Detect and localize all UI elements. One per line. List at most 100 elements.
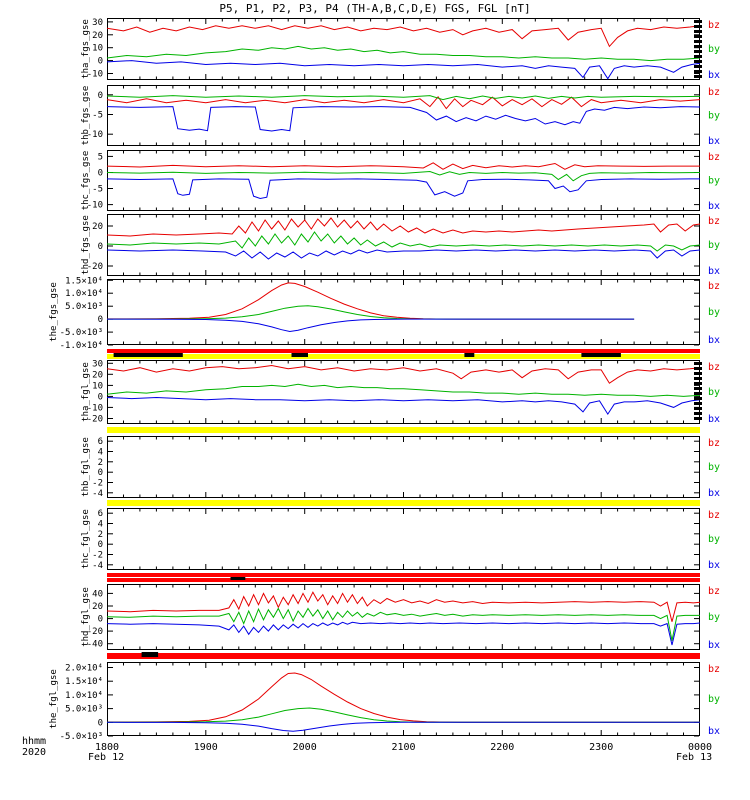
series-label-bx: bx — [708, 414, 720, 425]
ytick-label: -10 — [87, 130, 103, 140]
ytick-label: 0 — [98, 718, 103, 728]
right-edge-mark — [694, 417, 702, 420]
series-thc_fgs_gse-by — [106, 170, 701, 182]
series-label-bz: bz — [708, 87, 720, 98]
panel-thd_fgl_gse: 40 20 0 -20 -40 bz by bx thd_fgl_gse — [81, 584, 720, 651]
flag-mark — [581, 353, 621, 357]
ytick-label: 0 — [98, 468, 103, 478]
ytick-label: -20 — [87, 627, 103, 637]
panel-the_fgs_gse: 1.5×10⁴ 1.0×10⁴ 5.0×10³ 0 -5.0×10³ -1.0×10⁴ bz… — [49, 276, 720, 351]
right-edge-mark — [694, 392, 702, 395]
panel-frame — [107, 508, 700, 570]
panel-frame — [107, 279, 700, 345]
panel-thb_fgs_gse: 0 -5 -10 bz by bx thb_fgs_gse — [81, 85, 720, 147]
right-edge-mark — [694, 387, 702, 390]
ytick-label: 30 — [92, 359, 103, 369]
series-thd_fgs_gse-bx — [106, 249, 701, 260]
ytick-label: 0 — [98, 57, 103, 67]
ytick-label: -10 — [87, 201, 103, 211]
ytick-label: -40 — [87, 640, 103, 650]
panel-the_fgl_gse: 2.0×10⁴ 1.5×10⁴ 1.0×10⁴ 5.0×10³ 0 -5.0×10³ bz b… — [49, 662, 720, 742]
right-edge-mark — [694, 372, 702, 375]
panel-ylabel: thb_fgl_gse — [81, 437, 91, 497]
right-edge-mark — [694, 40, 702, 43]
flag-bar-red — [107, 578, 700, 582]
flag-mark — [291, 353, 308, 357]
ytick-label: -5.0×10³ — [60, 732, 103, 742]
right-edge-mark — [694, 407, 702, 410]
panel-ylabel: tha_fgs_gse — [81, 19, 91, 79]
series-label-by: by — [708, 534, 720, 545]
panel-ylabel: thc_fgl_gse — [81, 509, 91, 569]
series-label-bx: bx — [708, 266, 720, 277]
ytick-label: 0 — [98, 392, 103, 402]
series-thb_fgs_gse-bz — [106, 95, 701, 110]
series-label-by: by — [708, 176, 720, 187]
xtick-label: 2200 — [490, 742, 514, 753]
ytick-label: 1.5×10⁴ — [65, 677, 103, 687]
series-label-by: by — [708, 387, 720, 398]
ytick-label: 4 — [98, 448, 103, 458]
ytick-label: -20 — [87, 262, 103, 272]
series-the_fgl_gse-bx — [106, 721, 700, 732]
ytick-label: 4 — [98, 520, 103, 530]
series-label-bz: bz — [708, 281, 720, 292]
ytick-label: 5.0×10³ — [65, 705, 103, 715]
series-tha_fgl_gse-bx — [106, 396, 701, 416]
ytick-label: -5 — [92, 185, 103, 195]
flag-bar-yellow — [107, 427, 700, 433]
series-label-bz: bz — [708, 152, 720, 163]
ytick-label: -5 — [92, 111, 103, 121]
panel-tha_fgs_gse: 30 20 10 0 -10 bz by bx tha_fgs_gse — [81, 18, 720, 81]
right-edge-mark — [694, 377, 702, 380]
series-label-bx: bx — [708, 488, 720, 499]
ytick-label: 2 — [98, 458, 103, 468]
panel-ylabel: thd_fgs_gse — [81, 215, 91, 275]
right-edge-mark — [694, 35, 702, 38]
ytick-label: 1.5×10⁴ — [65, 276, 103, 286]
flag-bar-yellow — [107, 354, 700, 359]
right-edge-mark — [694, 65, 702, 68]
series-tha_fgs_gse-bx — [106, 60, 701, 80]
ytick-label: 10 — [92, 381, 103, 391]
xtick-label: 2000 — [293, 742, 317, 753]
series-label-by: by — [708, 44, 720, 55]
series-label-bz: bz — [708, 20, 720, 31]
right-edge-mark — [694, 70, 702, 73]
panel-ylabel: the_fgs_gse — [49, 282, 59, 342]
series-label-by: by — [708, 111, 720, 122]
ytick-label: 0 — [98, 315, 103, 325]
right-edge-mark — [694, 75, 702, 78]
ytick-label: -5.0×10³ — [60, 328, 103, 338]
right-edge-mark — [694, 45, 702, 48]
right-edge-mark — [694, 60, 702, 63]
xtick-label: 1800 — [95, 742, 119, 753]
ytick-label: 2.0×10⁴ — [65, 664, 103, 674]
series-label-bx: bx — [708, 560, 720, 571]
xtick-label: 0000 — [688, 742, 712, 753]
series-label-bz: bz — [708, 586, 720, 597]
series-thd_fgl_gse-bz — [106, 591, 701, 622]
series-tha_fgs_gse-by — [106, 45, 701, 62]
series-tha_fgl_gse-bz — [106, 364, 701, 384]
ytick-label: 0 — [98, 615, 103, 625]
flag-bar-red — [107, 349, 700, 353]
ytick-label: 5 — [98, 152, 103, 162]
flag-bar-red — [107, 653, 700, 659]
series-the_fgl_gse-bz — [106, 672, 700, 723]
xtick-label: 1900 — [194, 742, 218, 753]
panel-ylabel: thd_fgl_gse — [81, 587, 91, 647]
xtick-label: 2300 — [589, 742, 613, 753]
ytick-label: 0 — [98, 540, 103, 550]
right-edge-mark — [694, 362, 702, 365]
panel-thd_fgs_gse: 20 0 -20 bz by bx thd_fgs_gse — [81, 214, 720, 277]
series-the_fgs_gse-bz — [106, 282, 635, 320]
series-tha_fgl_gse-by — [106, 383, 701, 397]
series-label-bz: bz — [708, 216, 720, 227]
right-edge-mark — [694, 367, 702, 370]
series-label-bx: bx — [708, 640, 720, 651]
panel-frame — [107, 150, 700, 211]
ytick-label: -10 — [87, 70, 103, 80]
series-label-bx: bx — [708, 726, 720, 737]
